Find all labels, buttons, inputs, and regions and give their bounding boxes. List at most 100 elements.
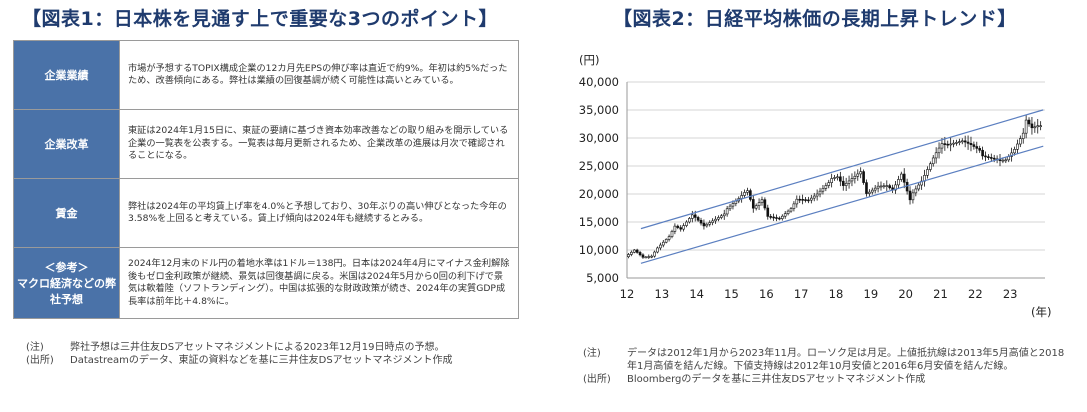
candle-body xyxy=(876,185,880,189)
candle-body xyxy=(978,148,982,151)
candle-body xyxy=(836,176,839,179)
candle-body xyxy=(981,149,984,157)
candle-body xyxy=(963,140,967,143)
candle-body xyxy=(1024,119,1028,134)
candle-body xyxy=(685,221,688,226)
candle-body xyxy=(850,178,854,182)
candle-body xyxy=(1027,119,1031,125)
y-tick-label: 40,000 xyxy=(579,75,619,89)
candle-body xyxy=(795,198,799,205)
candle-body xyxy=(714,218,717,222)
candle-body xyxy=(749,190,752,200)
y-tick-label: 30,000 xyxy=(579,131,619,145)
candle-body xyxy=(810,197,813,201)
nikkei-chart: (円) (年) 5,000 10,000 15,000 20,000 25,000 30,… xyxy=(579,53,1052,319)
candle-body xyxy=(873,187,877,191)
candle-body xyxy=(801,199,804,201)
candle-body xyxy=(821,188,825,192)
category-cell: 賃金 xyxy=(13,178,120,248)
candle-body xyxy=(1036,125,1040,128)
candle-body xyxy=(949,143,952,146)
y-axis: 5,000 10,000 15,000 20,000 25,000 30,000 35,00… xyxy=(579,75,619,285)
candle-body xyxy=(754,205,758,209)
candle-body xyxy=(638,252,642,256)
candle-body xyxy=(679,227,683,230)
candle-body xyxy=(743,192,746,196)
candle-body xyxy=(865,182,868,194)
category-cell: 企業改革 xyxy=(13,109,120,179)
candle-body xyxy=(653,251,656,257)
candle-body xyxy=(931,157,935,165)
candle-body xyxy=(929,163,932,170)
candle-body xyxy=(659,244,662,249)
candle-body xyxy=(740,195,743,199)
candle-body xyxy=(722,213,726,217)
note-text: データは2012年1月から2023年11月。ローソク足は月足。上値抵抗線は201… xyxy=(627,348,1065,372)
candle-body xyxy=(812,195,816,199)
candle-body xyxy=(975,146,979,149)
note-row: (出所) Datastreamのデータ、東証の資料などを基に三井住友DSアセット… xyxy=(26,354,526,367)
candle-body xyxy=(937,147,941,154)
candle-body xyxy=(853,175,857,179)
candle-body xyxy=(772,216,775,219)
y-tick-label: 35,000 xyxy=(579,103,619,117)
candle-body xyxy=(1039,125,1042,127)
note-label: (出所) xyxy=(583,374,611,385)
candle-body xyxy=(676,225,680,228)
candle-body xyxy=(635,249,639,253)
candle-body xyxy=(870,189,874,193)
candle-body xyxy=(1013,149,1016,154)
key-points-table: 企業業績 市場が予想するTOPIX構成企業の12カ月先EPSの伸び率は直近で約9… xyxy=(13,40,519,319)
candle-body xyxy=(908,190,912,201)
note-label: (注) xyxy=(583,348,601,359)
x-tick-label: 12 xyxy=(620,287,635,301)
category-cell: 企業業績 xyxy=(13,40,120,110)
x-axis: 12 13 14 15 16 17 18 19 20 21 22 23 xyxy=(620,287,1018,301)
candle-body xyxy=(783,213,787,217)
candle-body xyxy=(897,179,900,186)
candle-body xyxy=(943,143,947,145)
candle-body xyxy=(673,225,677,232)
candle-body xyxy=(856,173,860,177)
candle-body xyxy=(839,176,842,182)
candle-body xyxy=(1016,143,1019,150)
candle-body xyxy=(972,144,976,147)
candle-body xyxy=(751,199,755,209)
candle-body xyxy=(792,203,796,209)
candle-body xyxy=(960,140,964,143)
candle-body xyxy=(807,199,810,202)
candle-body xyxy=(989,157,993,159)
candle-body xyxy=(720,215,723,218)
note-row: (出所) Bloombergのデータを基に三井住友DSアセットマネジメント作成 xyxy=(583,373,1073,386)
x-tick-label: 15 xyxy=(724,287,739,301)
candle-body xyxy=(946,143,950,146)
grid-lines xyxy=(626,81,1045,279)
candle-body xyxy=(702,222,706,227)
candle-body xyxy=(688,218,691,223)
candle-body xyxy=(952,142,955,145)
candle-body xyxy=(731,203,735,207)
note-row: (注) データは2012年1月から2023年11月。ローソク足は月足。上値抵抗線… xyxy=(583,347,1073,373)
candle-body xyxy=(627,254,630,258)
candle-body xyxy=(914,188,918,194)
candle-body xyxy=(789,208,793,212)
candle-body xyxy=(1004,159,1008,162)
candle-body xyxy=(708,222,712,225)
candle-body xyxy=(693,214,697,218)
description-cell: 2024年12月末のドル円の着地水準は1ドル＝138円。日本は2024年4月にマ… xyxy=(119,247,519,319)
candle-body xyxy=(824,185,828,189)
candle-body xyxy=(987,156,990,158)
left-notes: (注) 弊社予想は三井住友DSアセットマネジメントによる2023年12月19日時… xyxy=(26,341,526,367)
candle-body xyxy=(1033,126,1037,129)
candle-body xyxy=(775,217,778,219)
candle-body xyxy=(696,217,700,221)
x-tick-label: 19 xyxy=(864,287,879,301)
candle-series xyxy=(627,114,1042,259)
candle-body xyxy=(667,236,671,240)
candle-body xyxy=(833,177,836,179)
y-tick-label: 10,000 xyxy=(579,243,619,257)
x-tick-label: 23 xyxy=(1003,287,1018,301)
trend-lines xyxy=(640,109,1044,264)
candle-body xyxy=(804,199,807,201)
x-tick-label: 22 xyxy=(968,287,983,301)
